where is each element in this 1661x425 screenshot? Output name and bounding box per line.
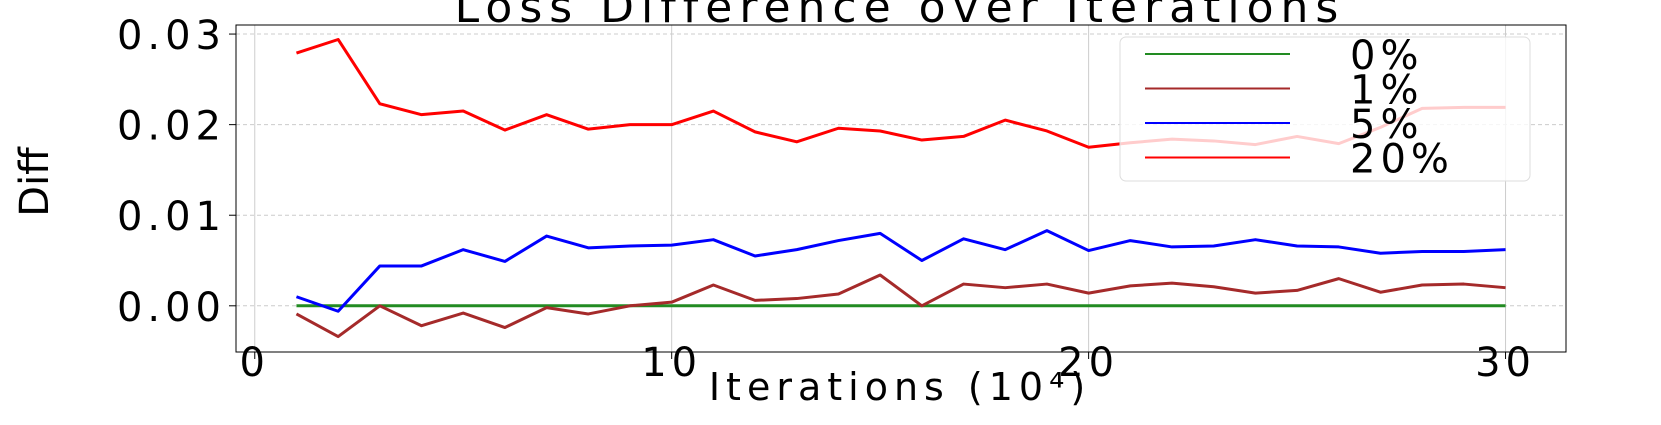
- x-tick-label: 0: [240, 340, 270, 386]
- legend-label: 20%: [1350, 137, 1454, 183]
- chart-title: Loss Difference over Iterations: [455, 0, 1346, 33]
- legend-label: 5%: [1350, 102, 1423, 148]
- legend: 0%1%5%20%: [1119, 33, 1531, 183]
- legend-box: [1119, 36, 1531, 182]
- y-tick-label: 0.01: [117, 194, 226, 240]
- y-tick-label: 0.03: [117, 13, 226, 59]
- x-tick-label: 10: [641, 340, 702, 386]
- legend-label: 0%: [1350, 33, 1423, 79]
- y-tick-label: 0.00: [117, 285, 226, 331]
- legend-label: 1%: [1350, 68, 1423, 114]
- data-line: [295, 273, 1506, 339]
- x-tick-label: 20: [1058, 340, 1119, 386]
- data-line: [295, 229, 1506, 313]
- x-tick-label: 30: [1475, 340, 1536, 386]
- plot-frame: [235, 24, 1567, 353]
- y-tick-label: 0.02: [117, 104, 226, 150]
- x-axis-label: Iterations (10⁴): [709, 365, 1091, 409]
- y-axis-label: Diff: [12, 146, 58, 217]
